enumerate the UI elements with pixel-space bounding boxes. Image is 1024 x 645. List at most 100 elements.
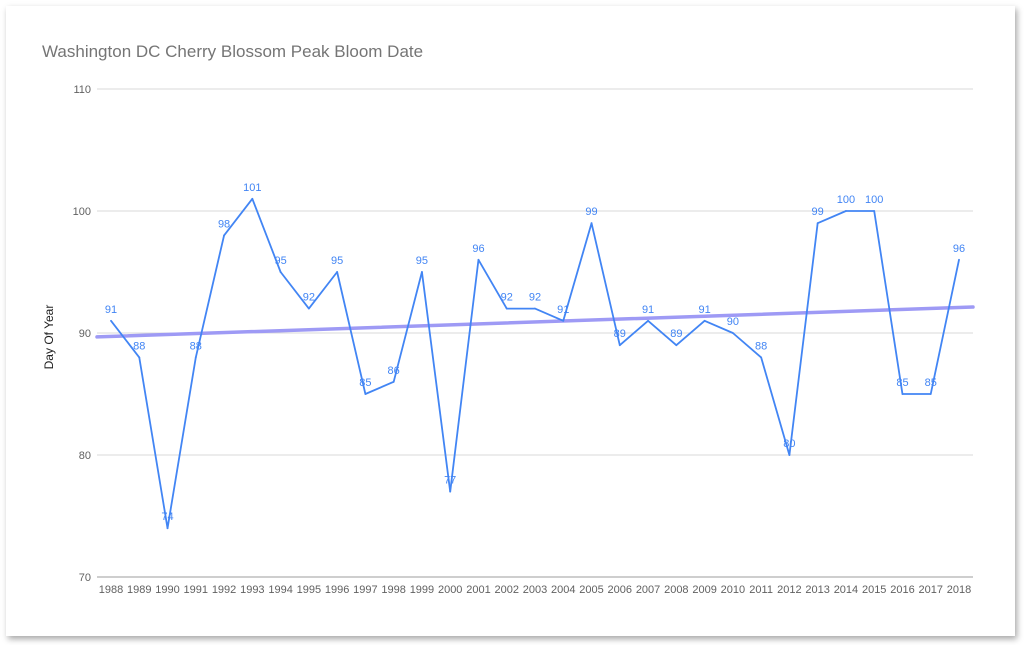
- data-label: 89: [670, 328, 682, 340]
- series-segment: [166, 356, 197, 530]
- data-label: 90: [727, 316, 739, 328]
- data-label: 91: [557, 304, 569, 316]
- x-tick-label: 2005: [579, 584, 603, 596]
- trendline-layer: [95, 305, 975, 339]
- data-label: 96: [472, 243, 484, 255]
- series-segment: [731, 332, 763, 359]
- data-label: 100: [865, 194, 883, 206]
- series-segment: [421, 271, 452, 493]
- data-label: 88: [190, 340, 202, 352]
- x-tick-label: 2003: [523, 584, 547, 596]
- data-label: 88: [755, 340, 767, 352]
- data-label: 85: [359, 377, 371, 389]
- series-segment: [364, 380, 395, 395]
- series-segment: [307, 271, 339, 310]
- data-label: 91: [642, 304, 654, 316]
- x-tick-label: 1997: [353, 584, 377, 596]
- x-tick-label: 2010: [721, 584, 745, 596]
- data-label: 85: [925, 377, 937, 389]
- series-segment: [590, 222, 621, 347]
- series-segment: [138, 356, 169, 530]
- series-segment: [816, 210, 847, 225]
- data-label: 85: [896, 377, 908, 389]
- chart-title: Washington DC Cherry Blossom Peak Bloom …: [42, 42, 424, 61]
- x-tick-label: 2001: [466, 584, 490, 596]
- x-tick-label: 2008: [664, 584, 688, 596]
- series-segment: [788, 222, 819, 456]
- data-label: 98: [218, 218, 230, 230]
- data-label: 74: [161, 511, 173, 523]
- series-segment: [760, 356, 791, 456]
- series-segment: [279, 271, 310, 310]
- series-segment: [223, 197, 254, 237]
- series-segment: [618, 319, 649, 347]
- x-tick-label: 2017: [918, 584, 942, 596]
- chart-frame: [6, 6, 1015, 636]
- data-label: 99: [812, 206, 824, 218]
- x-tick-label: 2011: [749, 584, 773, 596]
- data-label: 95: [274, 255, 286, 267]
- data-label: 88: [133, 340, 145, 352]
- x-tick-label: 2018: [947, 584, 971, 596]
- data-label: 91: [698, 304, 710, 316]
- series-segment: [449, 258, 480, 493]
- series-segment: [477, 258, 508, 310]
- series-segment: [873, 210, 904, 395]
- data-label: 95: [331, 255, 343, 267]
- series-segment: [929, 258, 960, 395]
- series-segment: [110, 319, 141, 359]
- x-tick-label: 1994: [268, 584, 292, 596]
- data-label: 89: [614, 328, 626, 340]
- x-tick-label: 2000: [438, 584, 462, 596]
- x-tick-label: 1990: [155, 584, 179, 596]
- data-label: 80: [783, 438, 795, 450]
- trendline: [95, 305, 975, 339]
- data-label: 86: [388, 365, 400, 377]
- y-axis-label: Day Of Year: [42, 305, 56, 370]
- y-tick-labels: 70 80 90 100 110: [73, 84, 91, 584]
- series-segment: [647, 319, 678, 347]
- y-tick-label: 70: [79, 572, 91, 584]
- data-label: 99: [585, 206, 597, 218]
- x-tick-label: 1995: [297, 584, 321, 596]
- x-tick-label: 1999: [410, 584, 434, 596]
- y-tick-label: 90: [79, 328, 91, 340]
- x-tick-label: 2002: [494, 584, 518, 596]
- data-label: 92: [501, 292, 513, 304]
- x-tick-label: 2009: [692, 584, 716, 596]
- x-tick-label: 1991: [184, 584, 208, 596]
- series-segment: [251, 197, 282, 273]
- x-tick-label: 1993: [240, 584, 264, 596]
- series-segment: [562, 222, 593, 322]
- x-tick-labels: 1988 1989 1990 1991 1992 1993 1994 1995 1996 1997…: [99, 584, 971, 596]
- series-segment: [392, 271, 423, 383]
- data-label: 77: [444, 475, 456, 487]
- x-tick-label: 2004: [551, 584, 575, 596]
- x-tick-label: 2012: [777, 584, 801, 596]
- x-tick-label: 2015: [862, 584, 886, 596]
- y-tick-label: 80: [79, 450, 91, 462]
- series-segment: [534, 307, 565, 322]
- x-tick-label: 2013: [805, 584, 829, 596]
- x-tick-label: 2007: [636, 584, 660, 596]
- x-tick-label: 1989: [127, 584, 151, 596]
- data-label: 92: [529, 292, 541, 304]
- series-segment: [194, 234, 225, 359]
- x-tick-label: 1998: [381, 584, 405, 596]
- data-labels: 91 88 74 88 98 101 95 92 95 85 86 95 77 96 92 92 91 99 89 9…: [105, 182, 965, 529]
- data-label: 91: [105, 304, 117, 316]
- series-segment: [675, 319, 706, 347]
- series-segment: [336, 271, 367, 395]
- data-label: 92: [303, 292, 315, 304]
- data-label: 95: [416, 255, 428, 267]
- series-line-layer: [110, 197, 960, 530]
- data-label: 101: [243, 182, 261, 194]
- x-tick-label: 2014: [834, 584, 858, 596]
- x-tick-label: 1996: [325, 584, 349, 596]
- x-tick-label: 1988: [99, 584, 123, 596]
- data-label: 100: [837, 194, 855, 206]
- y-tick-label: 100: [73, 206, 91, 218]
- data-label: 96: [953, 243, 965, 255]
- x-tick-label: 1992: [212, 584, 236, 596]
